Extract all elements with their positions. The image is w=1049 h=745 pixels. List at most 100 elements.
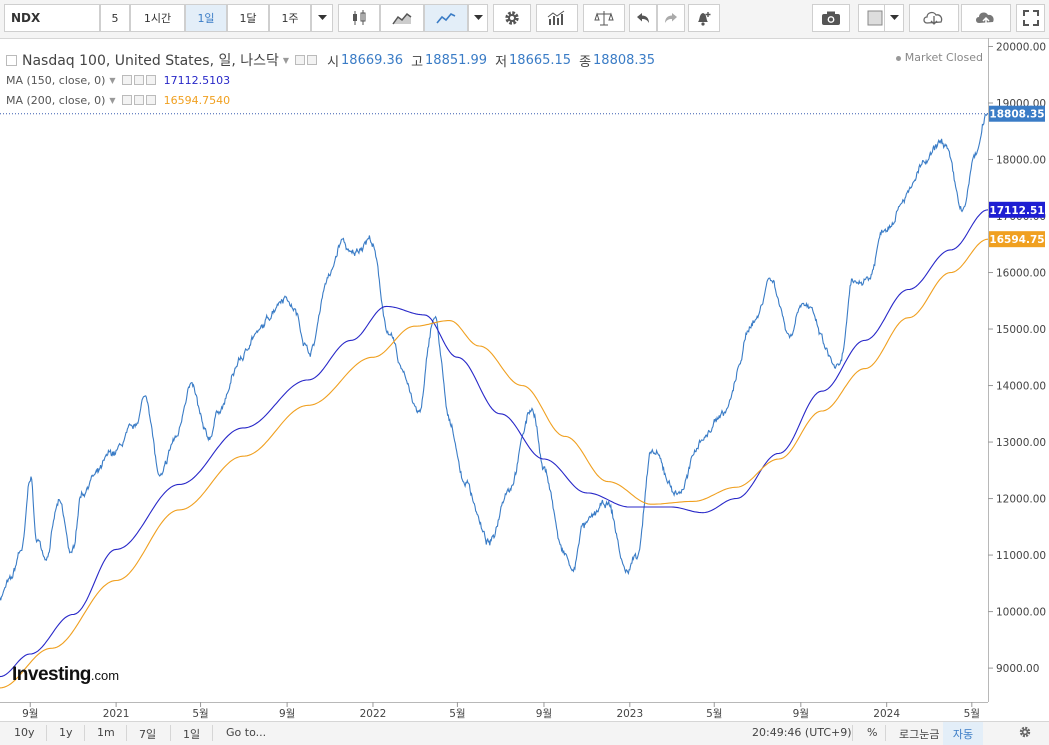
chart-type-dropdown-button[interactable] [468, 4, 488, 32]
range-1y-button[interactable]: 1y [59, 726, 73, 739]
last-price-badge-bg [989, 105, 1045, 122]
fullscreen-button[interactable] [1016, 4, 1045, 32]
compare-scale-icon [594, 11, 614, 26]
range-10y-button[interactable]: 10y [14, 726, 35, 739]
interval-label: 1주 [281, 12, 299, 25]
low-value: 18665.15 [509, 52, 572, 68]
undo-icon [637, 13, 649, 23]
interval-1w-button[interactable]: 1주 [269, 4, 311, 32]
interval-dropdown-button[interactable] [311, 4, 333, 32]
ma200-badge-bg [989, 231, 1045, 248]
undo-button[interactable] [629, 4, 657, 32]
line-chart-button[interactable] [424, 4, 468, 32]
open-value: 18669.36 [341, 52, 404, 68]
eye-icon[interactable] [121, 95, 132, 105]
interval-1m-button[interactable]: 1달 [227, 4, 269, 32]
goto-date-button[interactable]: Go to... [226, 726, 267, 739]
separator [46, 725, 47, 741]
gear-icon [505, 11, 519, 25]
auto-scale-label: 자동 [952, 727, 974, 741]
time-tick-label: 5월 [192, 708, 208, 720]
compare-button[interactable] [583, 4, 625, 32]
close-icon[interactable] [145, 75, 156, 85]
price-axis: 9000.00 10000.00 11000.00 12000.00 13000.00 1… [988, 41, 1046, 675]
caret-down-icon [473, 15, 483, 20]
chart-color-dropdown-button[interactable] [884, 4, 904, 32]
load-layout-button[interactable] [909, 4, 959, 32]
last-price-badge: 18808.35 [989, 105, 1045, 122]
bottom-toolbar: 10y 1y 1m 7일 1일 Go to... 20:49:46 (UTC+9… [0, 721, 1049, 745]
interval-5-button[interactable]: 5 [100, 4, 130, 32]
save-layout-button[interactable] [961, 4, 1011, 32]
price-tick-label: 11000.00 [996, 550, 1046, 562]
fullscreen-icon [1022, 10, 1039, 26]
candlestick-button[interactable] [338, 4, 380, 32]
price-tick-label: 9000.00 [996, 663, 1039, 675]
caret-down-icon[interactable]: ▼ [282, 55, 290, 65]
settings-button[interactable] [493, 4, 531, 32]
indicators-icon [547, 10, 565, 25]
separator [885, 725, 886, 741]
gear-icon[interactable] [133, 95, 144, 105]
line-chart-icon [436, 13, 456, 24]
ma200-badge-text: 16594.75 [989, 234, 1044, 246]
eye-icon[interactable] [295, 55, 306, 65]
close-label: 종 [579, 54, 592, 70]
price-badges: 18808.35 17112.51 16594.75 [989, 105, 1045, 248]
gear-icon[interactable] [307, 55, 318, 65]
range-1d-button[interactable]: 1일 [183, 728, 201, 741]
ma200-name: MA (200, close, 0) [6, 93, 106, 107]
caret-down-icon[interactable]: ▼ [109, 95, 116, 105]
interval-label: 5 [111, 11, 119, 25]
gear-icon [1019, 726, 1031, 738]
status-dot-icon [895, 55, 901, 61]
ma150-badge-bg [989, 201, 1045, 218]
cloud-download-icon [923, 11, 943, 25]
high-value: 18851.99 [425, 52, 488, 68]
time-tick-label: 5월 [964, 708, 980, 720]
low-label: 저 [495, 54, 508, 70]
price-tick-label: 18000.00 [996, 154, 1046, 166]
alert-button[interactable] [688, 4, 720, 32]
logo-text: Investing [12, 664, 91, 685]
auto-scale-button[interactable]: 자동 [943, 722, 983, 745]
caret-down-icon [889, 15, 899, 20]
time-tick-label: 9월 [793, 708, 809, 720]
close-icon[interactable] [145, 95, 156, 105]
indicators-button[interactable] [536, 4, 578, 32]
price-tick-label: 14000.00 [996, 381, 1046, 393]
range-1m-button[interactable]: 1m [97, 726, 115, 739]
ma150-legend: MA (150, close, 0) ▼ 17112.5103 [6, 70, 655, 90]
area-chart-button[interactable] [380, 4, 424, 32]
ma200-legend: MA (200, close, 0) ▼ 16594.7540 [6, 90, 655, 110]
redo-button[interactable] [657, 4, 685, 32]
redo-icon [665, 13, 677, 23]
cloud-upload-icon [976, 12, 994, 25]
open-label: 시 [327, 54, 340, 70]
range-7d-button[interactable]: 7일 [139, 728, 157, 741]
camera-icon [822, 11, 840, 25]
log-scale-button[interactable]: 로그눈금 [899, 728, 940, 741]
caret-down-icon[interactable]: ▼ [109, 75, 116, 85]
ma150-name: MA (150, close, 0) [6, 73, 106, 87]
collapse-legend-icon[interactable] [6, 54, 17, 66]
time-tick-label: 2024 [873, 708, 900, 720]
price-chart[interactable]: 9000.00 10000.00 11000.00 12000.00 13000.00 1… [0, 38, 1049, 720]
price-line [0, 113, 988, 601]
axis-settings-button[interactable] [1018, 725, 1032, 742]
price-tick-label: 16000.00 [996, 268, 1046, 280]
percent-scale-button[interactable]: % [867, 726, 878, 739]
ma200-badge: 16594.75 [989, 231, 1045, 248]
eye-icon[interactable] [121, 75, 132, 85]
symbol-input[interactable]: NDX [4, 4, 100, 32]
interval-1d-button[interactable]: 1일 [185, 4, 227, 32]
gear-icon[interactable] [133, 75, 144, 85]
interval-label: 1일 [197, 12, 215, 25]
caret-down-icon [317, 15, 327, 20]
interval-label: 1시간 [143, 12, 172, 25]
interval-1h-button[interactable]: 1시간 [130, 4, 185, 32]
ma150-line [0, 209, 989, 678]
clock-text[interactable]: 20:49:46 (UTC+9) [752, 726, 852, 739]
screenshot-button[interactable] [812, 4, 850, 32]
time-tick-label: 2023 [616, 708, 643, 720]
